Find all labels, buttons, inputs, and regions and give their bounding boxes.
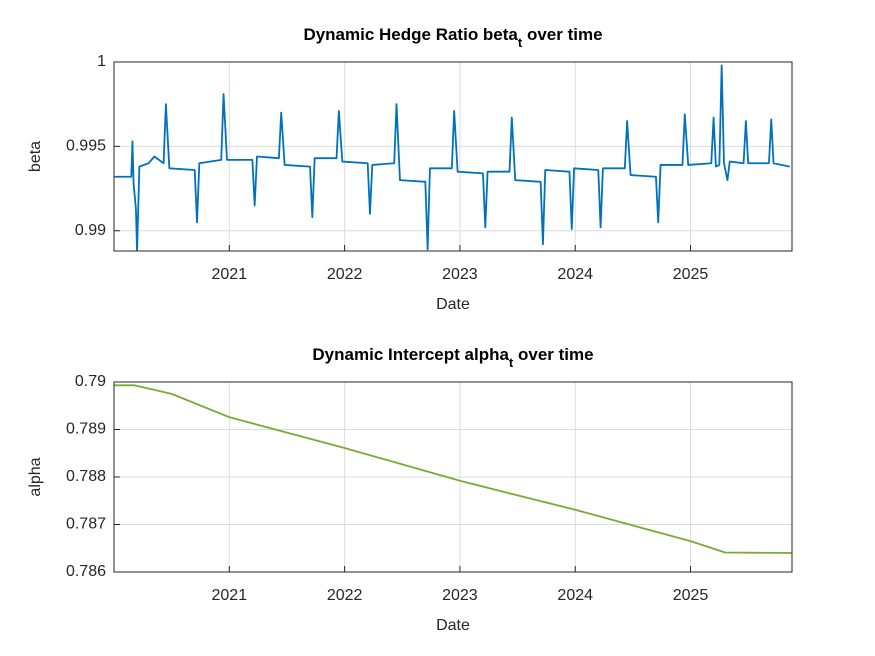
x-axis-label: Date (436, 296, 470, 313)
y-tick-label: 0.787 (66, 516, 106, 533)
x-tick-label: 2025 (673, 587, 709, 604)
chart-title: Dynamic Intercept alphat over time (312, 345, 593, 369)
chart-title: Dynamic Hedge Ratio betat over time (303, 25, 602, 49)
x-tick-label: 2024 (557, 587, 593, 604)
data-line (114, 64, 790, 251)
x-tick-label: 2022 (327, 266, 363, 283)
x-tick-label: 2023 (442, 266, 478, 283)
y-tick-label: 0.995 (66, 138, 106, 155)
plot-group (114, 384, 792, 554)
data-line (114, 384, 792, 554)
x-tick-label: 2025 (673, 266, 709, 283)
x-tick-label: 2023 (442, 587, 478, 604)
title-part: over time (522, 25, 602, 44)
title-part: over time (513, 345, 593, 364)
x-tick-label: 2024 (557, 266, 593, 283)
x-tick-label: 2021 (212, 587, 248, 604)
title-part: Dynamic Intercept alpha (312, 345, 509, 364)
axes-box (113, 381, 793, 573)
plot-group (114, 64, 790, 251)
y-tick-label: 0.79 (75, 373, 106, 390)
y-axis-label: beta (27, 141, 44, 172)
axes-box (113, 61, 793, 252)
title-part: Dynamic Hedge Ratio beta (303, 25, 518, 44)
title-part: t (518, 35, 523, 50)
y-axis-label: alpha (27, 457, 44, 496)
x-tick-label: 2021 (212, 266, 248, 283)
x-axis-label: Date (436, 617, 470, 634)
y-tick-label: 0.788 (66, 468, 106, 485)
title-part: t (509, 355, 514, 370)
y-tick-label: 0.789 (66, 421, 106, 438)
y-tick-label: 0.99 (75, 222, 106, 239)
y-tick-label: 0.786 (66, 563, 106, 580)
x-tick-label: 2022 (327, 587, 363, 604)
y-tick-label: 1 (97, 53, 106, 70)
